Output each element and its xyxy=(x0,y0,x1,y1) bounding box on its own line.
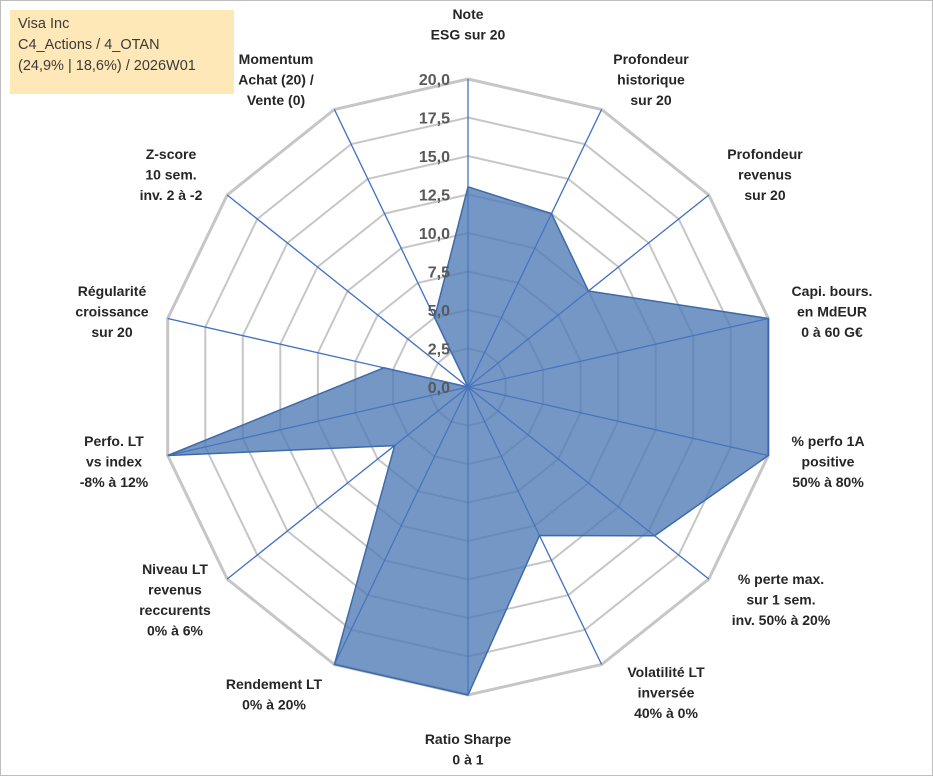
axis-label-1: Note ESG sur 20 xyxy=(431,6,506,43)
axis-spoke-overlay xyxy=(226,194,469,388)
axis-label-line: Z-score xyxy=(146,146,197,162)
axis-label-line: sur 20 xyxy=(91,324,132,340)
axis-label-3: Profondeur revenus sur 20 xyxy=(727,146,803,203)
axis-label-4: Capi. bours. en MdEUR 0 à 60 G€ xyxy=(792,283,873,340)
axis-label-line: revenus xyxy=(738,167,792,183)
data-area-layer xyxy=(167,79,770,696)
axis-spoke-overlay xyxy=(467,386,603,665)
axis-label-line: croissance xyxy=(75,304,148,320)
axis-label-line: reccurents xyxy=(139,602,211,618)
axis-label-line: 40% à 0% xyxy=(634,705,698,721)
tick-label: 0,0 xyxy=(428,380,450,397)
axis-spoke-overlay xyxy=(467,109,603,388)
axis-label-line: Note xyxy=(452,6,483,22)
axis-spoke-overlay xyxy=(167,386,469,456)
tick-label: 20,0 xyxy=(419,72,450,89)
axis-label-line: 0% à 6% xyxy=(147,623,204,639)
axis-label-10: Niveau LT revenus reccurents 0% à 6% xyxy=(139,561,211,639)
axis-label-line: sur 1 sem. xyxy=(746,592,815,608)
axis-spoke-overlay xyxy=(467,386,769,456)
axis-label-line: Ratio Sharpe xyxy=(425,731,512,747)
tick-label: 17,5 xyxy=(419,111,450,128)
axis-label-line: sur 20 xyxy=(744,187,785,203)
axis-spoke-overlay xyxy=(167,318,469,388)
axis-label-line: 0 à 60 G€ xyxy=(801,324,863,340)
axis-label-line: sur 20 xyxy=(630,92,671,108)
tick-label: 10,0 xyxy=(419,226,450,243)
axis-spoke-overlay xyxy=(333,109,469,388)
axis-label-line: en MdEUR xyxy=(797,304,867,320)
axis-label-line: Capi. bours. xyxy=(792,283,873,299)
axis-label-line: 0% à 20% xyxy=(242,697,306,713)
axis-label-line: Rendement LT xyxy=(226,676,323,692)
axis-spoke-overlay xyxy=(467,318,769,388)
axis-label-13: Z-score 10 sem. inv. 2 à -2 xyxy=(140,146,203,203)
axis-label-line: vs index xyxy=(86,454,142,470)
axis-label-line: Vente (0) xyxy=(247,92,305,108)
axis-spoke-overlay xyxy=(333,386,469,665)
tick-label-layer: 0,0 2,5 5,0 7,5 10,0 12,5 15,0 17,5 20,0 xyxy=(419,72,450,397)
axis-spoke-overlay xyxy=(226,386,469,580)
axis-label-layer: Note ESG sur 20 Profondeur historique sur 20… xyxy=(75,6,872,768)
axis-label-line: inv. 50% à 20% xyxy=(732,612,831,628)
company-name: Visa Inc xyxy=(18,16,70,32)
axis-label-7: Volatilité LT inversée 40% à 0% xyxy=(627,664,705,721)
axis-label-line: Niveau LT xyxy=(142,561,208,577)
axis-label-line: Régularité xyxy=(78,283,147,299)
portfolio-details: (24,9% | 18,6%) / 2026W01 xyxy=(18,58,196,74)
axis-label-line: 10 sem. xyxy=(145,167,196,183)
axis-label-line: inversée xyxy=(638,685,695,701)
axis-spoke-overlay xyxy=(467,194,710,388)
axis-label-line: % perfo 1A xyxy=(791,433,864,449)
axis-label-line: Achat (20) / xyxy=(238,72,314,88)
axis-label-line: % perte max. xyxy=(738,571,824,587)
axis-label-line: Perfo. LT xyxy=(84,433,144,449)
tick-label: 15,0 xyxy=(419,149,450,166)
axis-label-line: positive xyxy=(802,454,855,470)
axis-label-2: Profondeur historique sur 20 xyxy=(613,51,689,108)
axis-label-line: -8% à 12% xyxy=(80,474,149,490)
axis-label-line: revenus xyxy=(148,582,202,598)
axis-label-6: % perte max. sur 1 sem. inv. 50% à 20% xyxy=(732,571,831,628)
tick-label: 12,5 xyxy=(419,188,450,205)
portfolio-name: C4_Actions / 4_OTAN xyxy=(18,37,160,53)
axis-label-9: Rendement LT 0% à 20% xyxy=(226,676,323,713)
axis-label-line: ESG sur 20 xyxy=(431,27,506,43)
axis-label-line: Profondeur xyxy=(727,146,803,162)
axis-label-line: historique xyxy=(617,72,685,88)
tick-label: 7,5 xyxy=(428,265,450,282)
axis-label-5: % perfo 1A positive 50% à 80% xyxy=(791,433,864,490)
axis-label-line: Volatilité LT xyxy=(627,664,705,680)
axis-spoke-overlay xyxy=(467,386,710,580)
axis-label-12: Régularité croissance sur 20 xyxy=(75,283,148,340)
axis-label-11: Perfo. LT vs index -8% à 12% xyxy=(80,433,149,490)
axis-label-line: 50% à 80% xyxy=(792,474,864,490)
axis-label-14: Momentum Achat (20) / Vente (0) xyxy=(238,51,314,108)
tick-label: 5,0 xyxy=(428,303,450,320)
axis-label-line: inv. 2 à -2 xyxy=(140,187,203,203)
axis-label-line: 0 à 1 xyxy=(452,752,483,768)
info-box: Visa Inc C4_Actions / 4_OTAN (24,9% | 18… xyxy=(10,10,234,94)
axis-label-8: Ratio Sharpe 0 à 1 xyxy=(425,731,512,768)
tick-label: 2,5 xyxy=(428,342,450,359)
axis-label-line: Profondeur xyxy=(613,51,689,67)
axis-label-line: Momentum xyxy=(239,51,314,67)
